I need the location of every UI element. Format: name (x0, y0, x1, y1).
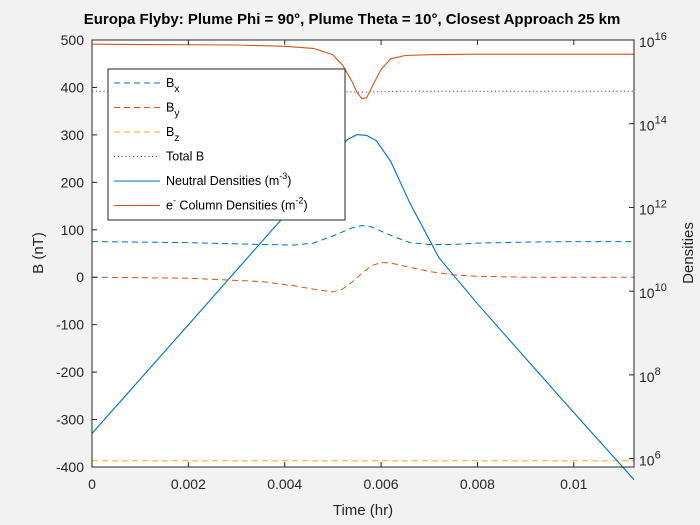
y-left-tick-label-1: 500 (61, 32, 85, 48)
y-left-tick-label-3: 300 (61, 127, 85, 143)
y-right-tick-label-1: 106 (639, 450, 661, 469)
legend-label-4: Total B (166, 150, 204, 164)
axes-layer: 0 0.002 0.004 0.006 0.008 0.01 500 400 300 200 100… (56, 31, 667, 492)
legend-label-1: Bx (166, 76, 179, 95)
y-right-tick-label-6: 1016 (639, 31, 667, 50)
x-tick-label-2: 0.002 (171, 476, 206, 492)
y-left-tick-label-8: -200 (56, 364, 84, 380)
y-axis-label-left: B (nT) (30, 232, 47, 274)
y-left-tick-label-5: 100 (61, 222, 85, 238)
y-right-tick-label-5: 1014 (639, 115, 667, 134)
x-tick-label-5: 0.008 (460, 476, 495, 492)
series-layer (91, 43, 635, 480)
x-tick-label-1: 0 (88, 476, 96, 492)
y-left-tick-label-2: 400 (61, 79, 85, 95)
y-left-tick-label-10: -400 (56, 459, 84, 475)
x-tick-label-6: 0.01 (560, 476, 587, 492)
legend-label-6: e- Column Densities (m-2) (166, 196, 308, 213)
legend-box (107, 68, 346, 221)
y-left-tick-label-7: -100 (56, 317, 84, 333)
series-line-1 (91, 224, 634, 246)
legend-label-2: By (166, 101, 179, 120)
series-line-2 (91, 261, 634, 293)
x-tick-label-4: 0.006 (364, 476, 399, 492)
y-right-tick-label-4: 1012 (639, 198, 667, 217)
y-left-tick-label-4: 200 (61, 174, 85, 190)
x-axis-label: Time (hr) (333, 502, 393, 519)
legend-label-5: Neutral Densities (m-3) (166, 171, 291, 188)
chart-title: Europa Flyby: Plume Phi = 90°, Plume The… (84, 11, 621, 28)
series-line-6 (91, 43, 634, 100)
y-left-tick-label-6: 0 (76, 269, 84, 285)
legend[interactable]: Bx By Bz Total B Neutral Densities (m-3) e- C… (107, 68, 346, 221)
series-line-4 (92, 90, 634, 93)
y-right-tick-label-3: 1010 (639, 282, 667, 301)
y-left-tick-label-9: -300 (56, 412, 84, 428)
axes-box (91, 39, 635, 468)
y-right-tick-label-2: 108 (639, 366, 661, 385)
x-tick-label-3: 0.004 (267, 476, 302, 492)
series-line-5 (91, 134, 635, 480)
legend-label-3: Bz (166, 125, 179, 144)
y-axis-label-right: Densities (680, 222, 697, 284)
